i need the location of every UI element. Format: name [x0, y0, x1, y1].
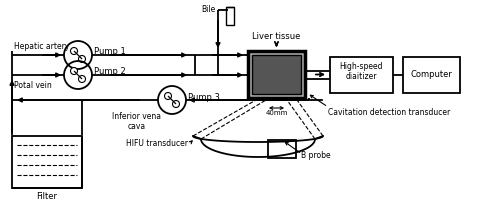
Circle shape: [172, 100, 180, 108]
Text: Pump 1: Pump 1: [94, 47, 126, 57]
Circle shape: [70, 68, 78, 74]
Text: Bile: Bile: [202, 5, 216, 14]
Text: B probe: B probe: [301, 151, 330, 160]
Bar: [226, 7, 234, 25]
Circle shape: [78, 76, 86, 83]
Text: 40mm: 40mm: [266, 110, 287, 116]
Bar: [12, 136, 82, 188]
Circle shape: [164, 93, 172, 99]
Circle shape: [78, 56, 86, 62]
Text: Liver tissue: Liver tissue: [252, 32, 300, 41]
Text: Pump 3: Pump 3: [188, 93, 220, 102]
Text: High-speed
diaitizer: High-speed diaitizer: [340, 62, 384, 81]
Bar: [330, 57, 393, 93]
Circle shape: [70, 47, 78, 54]
Text: Computer: Computer: [410, 70, 453, 79]
Text: Inferior vena
cava: Inferior vena cava: [112, 112, 162, 131]
Text: Potal vein: Potal vein: [14, 81, 52, 90]
Bar: [252, 55, 301, 94]
Text: Pump 2: Pump 2: [94, 68, 126, 77]
Text: HIFU transducer: HIFU transducer: [126, 140, 188, 149]
Text: Hepatic artery: Hepatic artery: [14, 42, 70, 51]
Bar: [268, 140, 296, 158]
Text: Cavitation detection transducer: Cavitation detection transducer: [328, 108, 450, 117]
Bar: [403, 57, 460, 93]
Text: Filter: Filter: [36, 192, 58, 201]
Bar: [248, 51, 305, 98]
